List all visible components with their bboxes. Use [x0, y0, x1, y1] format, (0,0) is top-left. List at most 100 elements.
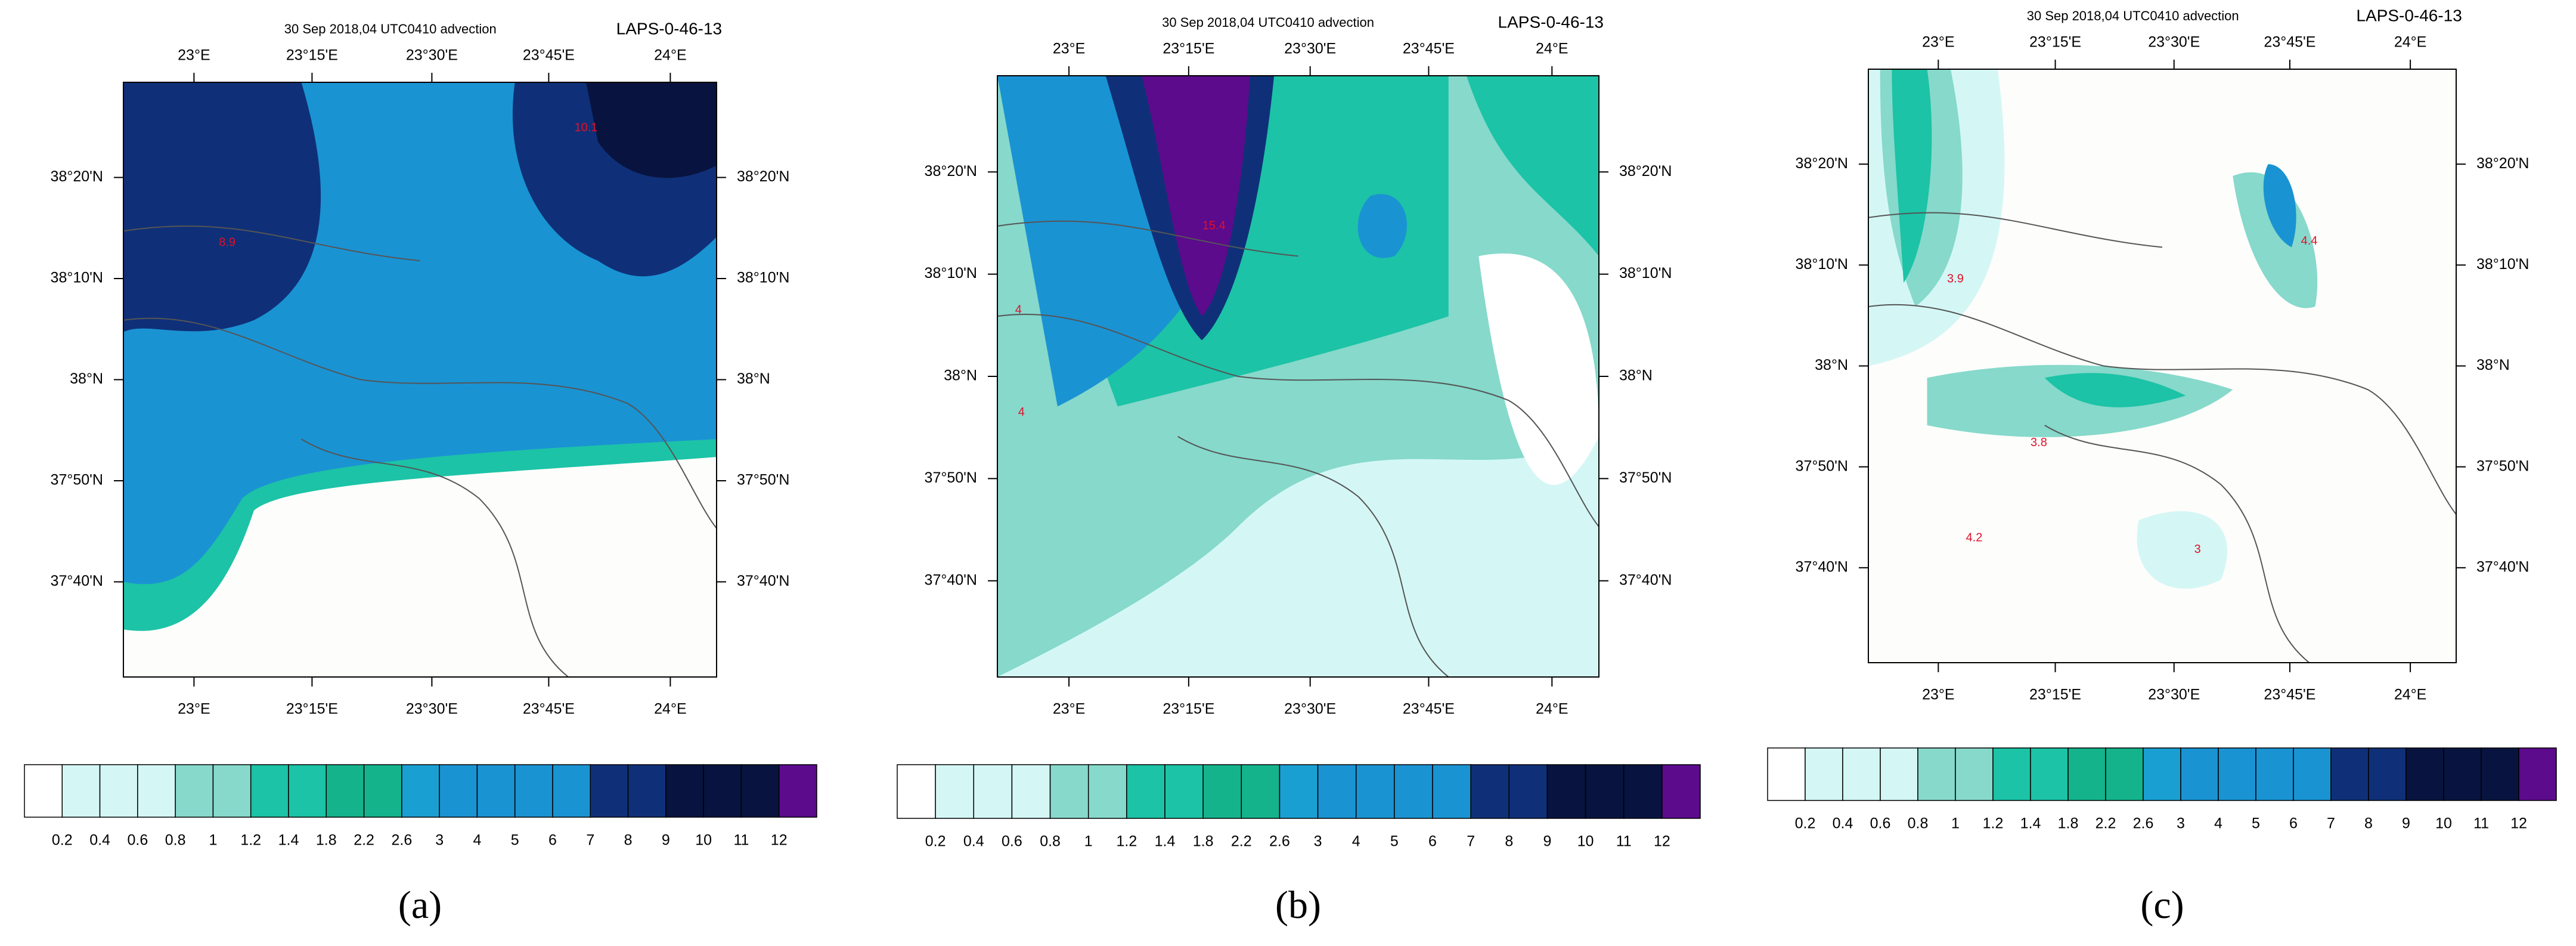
colorbar-box — [1011, 764, 1051, 819]
colorbar-box — [740, 764, 780, 818]
field-contour — [1357, 194, 1407, 258]
colorbar-box — [552, 764, 591, 818]
y-tick-label: 38°N — [737, 370, 770, 387]
x-tick-label: 23°E — [1922, 687, 1954, 703]
colorbar-box — [61, 764, 101, 818]
colorbar-label: 10 — [695, 832, 712, 849]
colorbar-label: 1.4 — [2020, 815, 2041, 832]
colorbar-box — [1317, 764, 1357, 819]
colorbar-box — [1661, 764, 1701, 819]
colorbar-label: 1.8 — [1193, 833, 1214, 850]
y-tick-label: 38°20'N — [1619, 163, 1672, 180]
colorbar-box — [326, 764, 365, 818]
colorbar-box — [1202, 764, 1242, 819]
colorbar-box — [439, 764, 478, 818]
x-tick-label: 23°E — [1053, 701, 1085, 718]
colorbar-box — [590, 764, 629, 818]
colorbar-label: 0.2 — [1795, 815, 1816, 832]
x-tick-label: 23°45'E — [523, 47, 575, 64]
value-annotation: 4 — [1015, 303, 1022, 316]
colorbar-box — [2293, 747, 2332, 801]
value-annotation: 3 — [2194, 543, 2201, 556]
colorbar-label: 5 — [2252, 815, 2260, 832]
colorbar-label: 1 — [1084, 833, 1093, 850]
x-tick-label: 23°45'E — [2264, 34, 2315, 51]
colorbar-label: 0.6 — [1870, 815, 1891, 832]
coastline — [123, 225, 717, 677]
x-tick-label: 24°E — [2394, 687, 2426, 703]
colorbar-label: 1.2 — [240, 832, 261, 849]
coastline — [997, 220, 1599, 677]
x-tick-label: 23°E — [1922, 34, 1954, 51]
x-tick-label: 24°E — [1536, 701, 1568, 718]
y-tick-label: 37°40'N — [1619, 571, 1672, 588]
colorbar-box — [935, 764, 975, 819]
x-tick-label: 23°45'E — [1403, 701, 1455, 718]
colorbar-label: 1 — [209, 832, 217, 849]
y-tick-label: 37°40'N — [737, 573, 789, 589]
panel-caption: (a) — [398, 883, 442, 927]
value-annotation: 3.8 — [2031, 436, 2047, 449]
y-tick-label: 37°40'N — [925, 571, 977, 588]
x-tick-label: 23°15'E — [2029, 34, 2081, 51]
colorbar-label: 6 — [2289, 815, 2298, 832]
x-tick-label: 23°45'E — [523, 701, 575, 718]
y-tick-label: 37°50'N — [1619, 469, 1672, 486]
colorbar-label: 9 — [2402, 815, 2410, 832]
colorbar-label: 6 — [1428, 833, 1437, 850]
colorbar-box — [1992, 747, 2031, 801]
x-tick-label: 23°15'E — [2029, 687, 2081, 703]
value-annotation: 8.9 — [219, 236, 235, 249]
value-annotation: 4.2 — [1966, 531, 1983, 544]
x-tick-label: 23°45'E — [2264, 687, 2315, 703]
x-tick-label: 23°45'E — [1403, 41, 1455, 57]
colorbar-label: 9 — [662, 832, 670, 849]
colorbar-box — [2330, 747, 2369, 801]
colorbar-box — [514, 764, 553, 818]
colorbar-box — [1126, 764, 1165, 819]
colorbar-label: 1.2 — [1983, 815, 2004, 832]
colorbar-label: 7 — [1467, 833, 1475, 850]
field-contour — [2263, 164, 2296, 248]
colorbar-label: 12 — [1654, 833, 1670, 850]
y-tick-label: 38°N — [1815, 357, 1848, 373]
field-contour — [123, 457, 717, 677]
colorbar-label: 2.2 — [1231, 833, 1252, 850]
colorbar-box — [2481, 747, 2519, 801]
colorbar-box — [2518, 747, 2557, 801]
map-title: 30 Sep 2018,04 UTC0410 advection — [1162, 15, 1374, 30]
colorbar-box — [1087, 764, 1127, 819]
y-tick-label: 38°N — [2476, 357, 2510, 373]
colorbar-label: 3 — [435, 832, 444, 849]
colorbar-label: 0.4 — [89, 832, 110, 849]
colorbar-label: 0.6 — [1002, 833, 1022, 850]
x-tick-label: 23°E — [1053, 41, 1085, 57]
map-source: LAPS-0-46-13 — [2356, 6, 2462, 24]
field-contour — [1892, 69, 1932, 283]
colorbar-box — [1805, 747, 1843, 801]
colorbar-box — [250, 764, 289, 818]
colorbar-box — [973, 764, 1013, 819]
field-contour — [2137, 511, 2227, 589]
colorbar-label: 1.8 — [2058, 815, 2079, 832]
map-title: 30 Sep 2018,04 UTC0410 advection — [284, 21, 497, 36]
colorbar-box — [1546, 764, 1586, 819]
field-contour — [2044, 373, 2186, 407]
x-tick-label: 24°E — [654, 701, 686, 718]
colorbar-box — [24, 764, 63, 818]
colorbar-label: 0.6 — [127, 832, 148, 849]
map-field — [1868, 69, 2456, 663]
field-contour — [1142, 76, 1250, 317]
colorbar-box — [175, 764, 214, 818]
colorbar-box — [703, 764, 742, 818]
colorbar-label: 11 — [1616, 833, 1632, 850]
y-tick-label: 38°10'N — [1619, 265, 1672, 282]
colorbar-label: 2.2 — [354, 832, 374, 849]
map-title: 30 Sep 2018,04 UTC0410 advection — [2027, 8, 2239, 23]
colorbar-label: 7 — [2327, 815, 2335, 832]
y-tick-label: 38°10'N — [1796, 256, 1848, 273]
colorbar-label: 0.8 — [1040, 833, 1061, 850]
colorbar-label: 8 — [624, 832, 633, 849]
field-contour — [123, 82, 321, 332]
